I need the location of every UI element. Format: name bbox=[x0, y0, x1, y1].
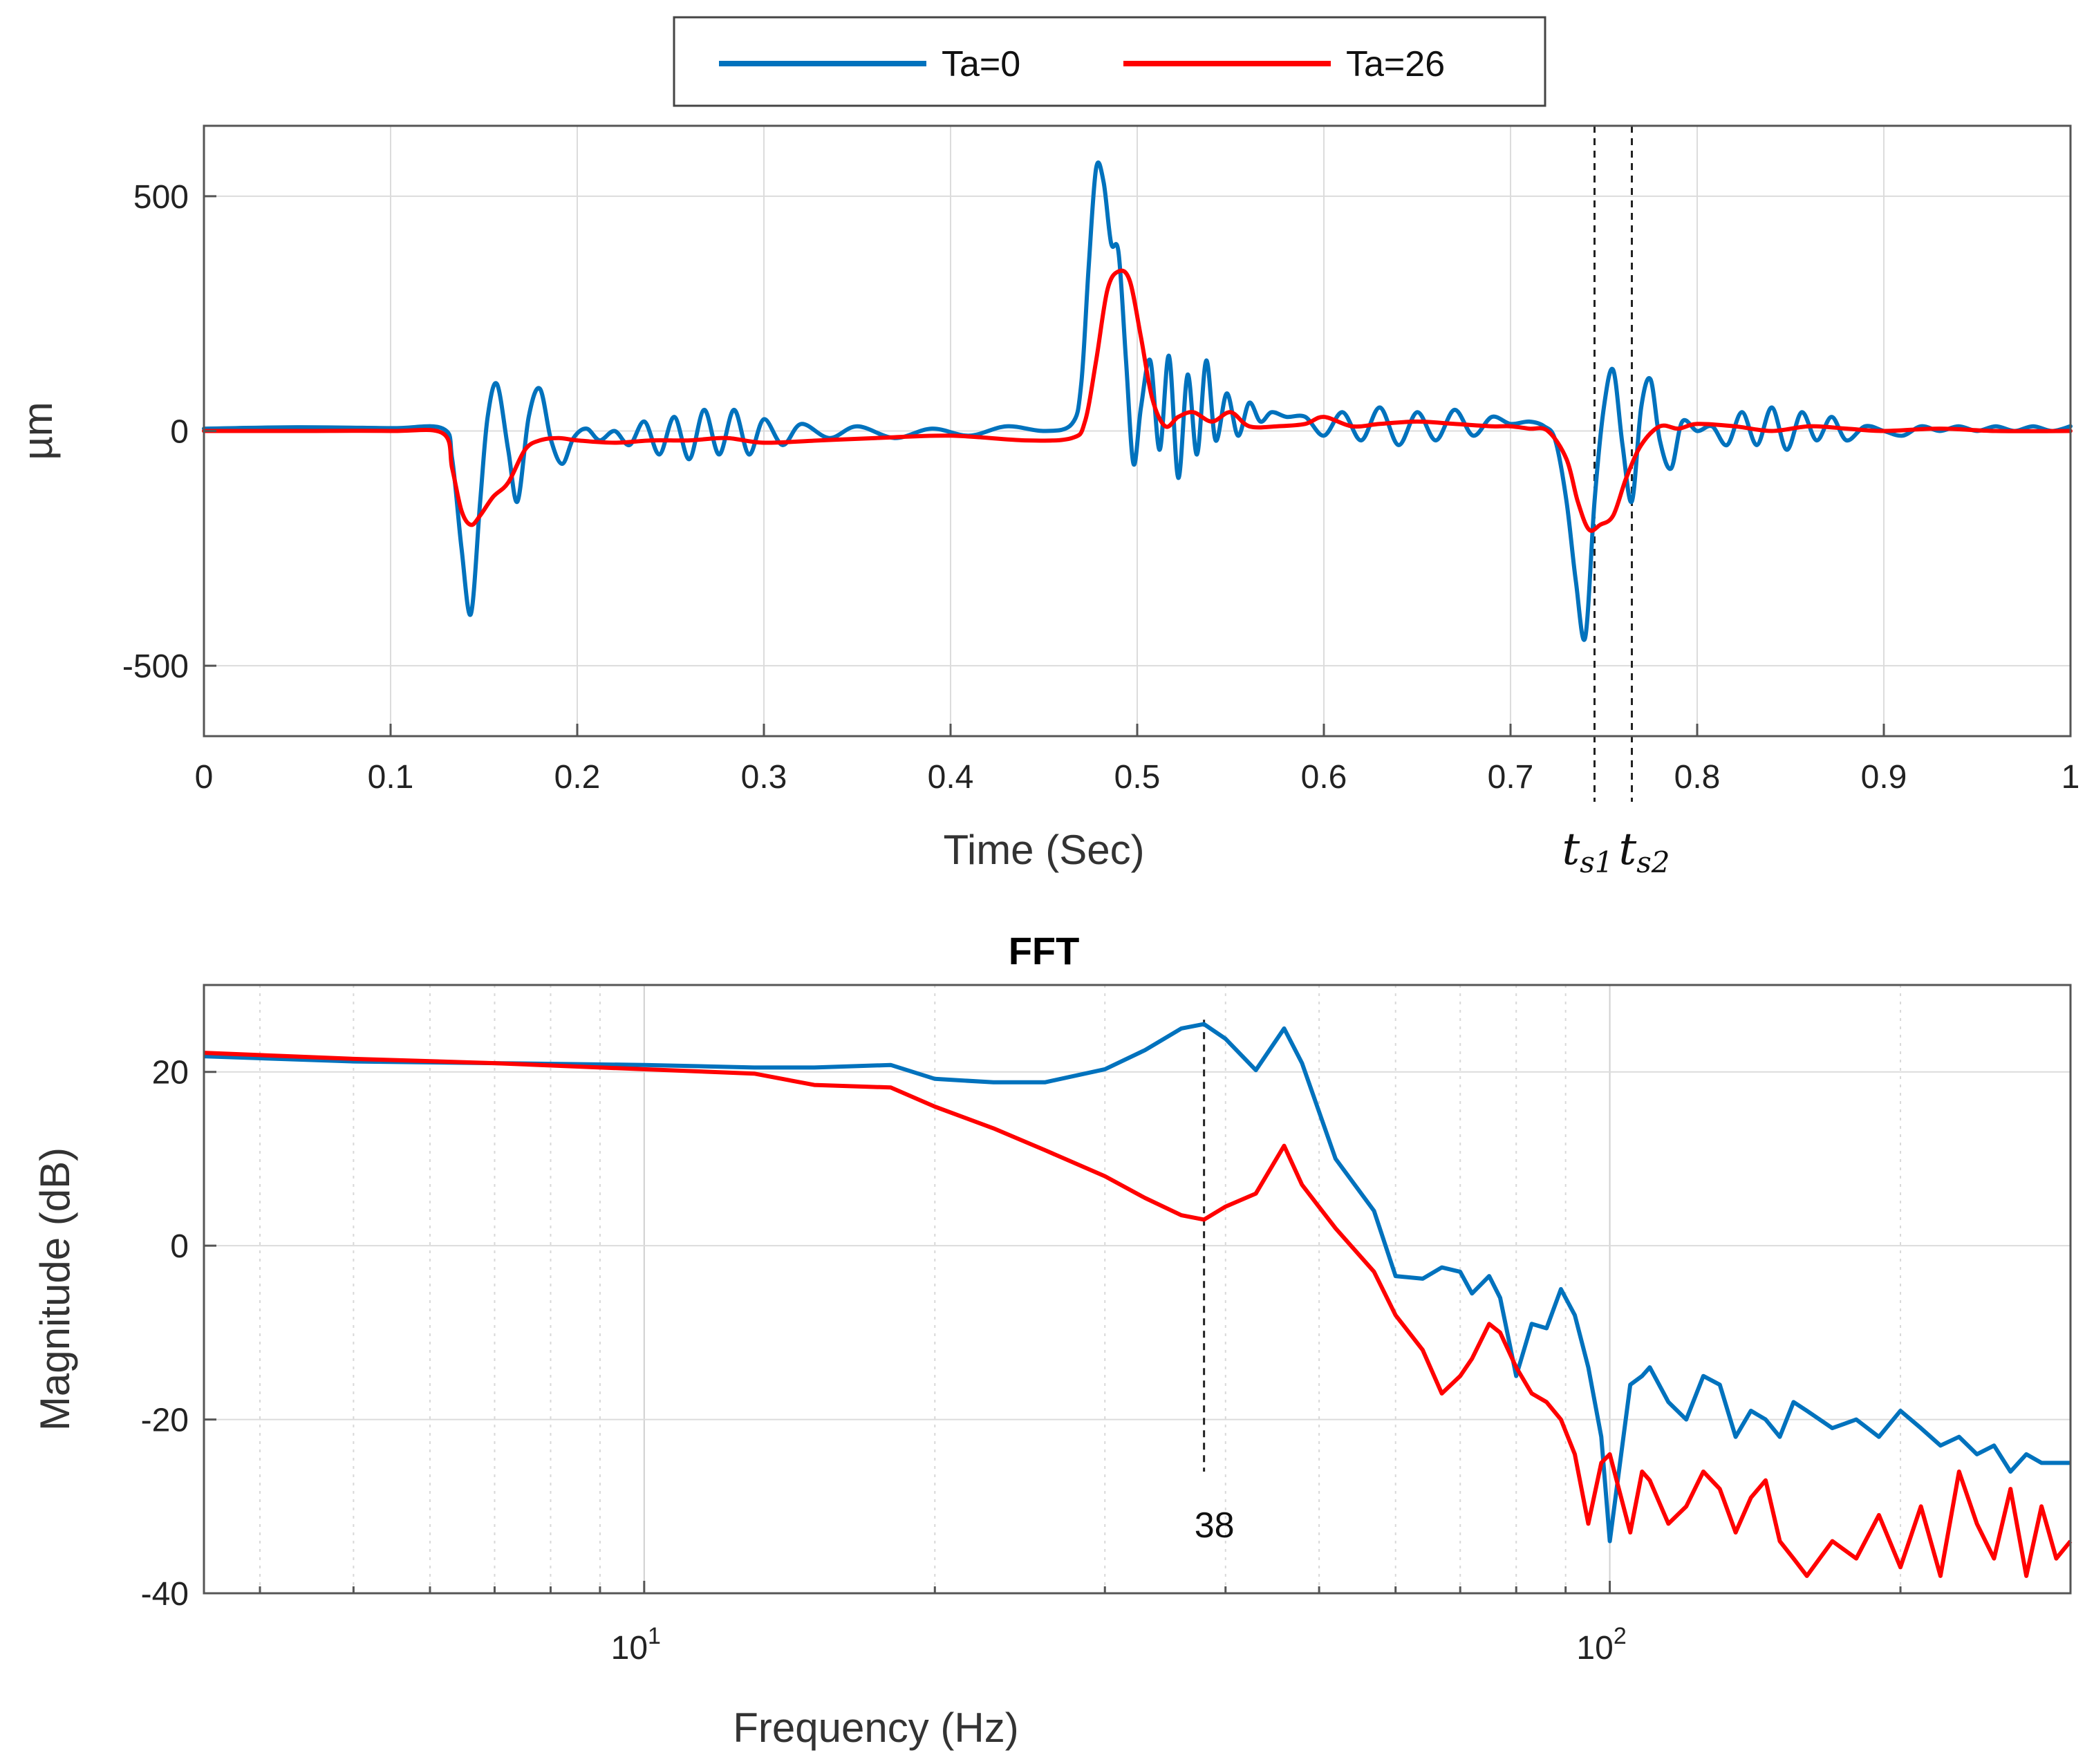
time-axes: 0 0.1 0.2 0.3 0.4 0.5 0.6 0.7 0.8 0.9 1 -500 0 500 T… bbox=[15, 124, 2080, 879]
fft-title: FFT bbox=[1009, 929, 1080, 973]
fft-y-ticks: -40 -20 0 20 bbox=[141, 1055, 216, 1613]
time-x-tick-label: 0.6 bbox=[1301, 759, 1347, 796]
time-x-tick-label: 0.5 bbox=[1114, 759, 1161, 796]
fft-plot-frame bbox=[203, 984, 2072, 1595]
time-y-ticks: -500 0 500 bbox=[122, 179, 216, 685]
marker-subscript: s1 bbox=[1580, 845, 1613, 879]
time-x-tick-label: 0.1 bbox=[368, 759, 414, 796]
time-marker-label-s1: ts1 bbox=[1562, 824, 1614, 879]
fft-y-axis-label: Magnitude (dB) bbox=[32, 1147, 78, 1431]
time-x-ticks: 0 0.1 0.2 0.3 0.4 0.5 0.6 0.7 0.8 0.9 1 bbox=[195, 724, 2080, 796]
fft-annotation-label: 38 bbox=[1195, 1505, 1235, 1546]
fft-y-tick-label: 0 bbox=[170, 1228, 189, 1265]
time-y-axis-label: µm bbox=[15, 402, 61, 460]
time-x-tick-label: 0.7 bbox=[1488, 759, 1534, 796]
time-x-tick-label: 0.4 bbox=[928, 759, 974, 796]
fft-grid bbox=[204, 985, 2070, 1593]
marker-symbol: t bbox=[1619, 824, 1637, 875]
fft-series bbox=[203, 1022, 2073, 1578]
time-x-tick-label: 0.9 bbox=[1861, 759, 1907, 796]
time-x-tick-label: 1 bbox=[2062, 759, 2080, 796]
time-series-line-ta26 bbox=[202, 268, 2073, 533]
time-x-tick-label: 0.8 bbox=[1674, 759, 1721, 796]
tick-base: 10 bbox=[1576, 1630, 1613, 1667]
tick-base: 10 bbox=[611, 1630, 648, 1667]
fft-y-tick-label: 20 bbox=[152, 1055, 189, 1091]
time-x-axis-label: Time (Sec) bbox=[943, 827, 1144, 873]
fft-x-ticks: 101 102 bbox=[259, 1581, 1902, 1667]
fft-annotation: 38 bbox=[1195, 1020, 1235, 1546]
fft-y-tick-label: -20 bbox=[141, 1402, 189, 1439]
fft-x-tick-label: 101 bbox=[611, 1623, 661, 1667]
tick-exponent: 1 bbox=[648, 1623, 661, 1649]
time-y-tick-label: 500 bbox=[133, 179, 189, 216]
time-x-tick-label: 0.2 bbox=[554, 759, 601, 796]
time-series bbox=[202, 160, 2073, 642]
marker-subscript: s2 bbox=[1636, 845, 1670, 879]
time-marker-labels: ts1 ts2 bbox=[1562, 824, 1670, 879]
fft-x-axis-label: Frequency (Hz) bbox=[733, 1705, 1018, 1751]
fft-x-tick-label: 102 bbox=[1576, 1623, 1626, 1667]
time-y-tick-label: -500 bbox=[122, 648, 189, 685]
legend-label-ta26: Ta=26 bbox=[1346, 44, 1445, 84]
legend-label-ta0: Ta=0 bbox=[942, 44, 1020, 84]
legend: Ta=0 Ta=26 bbox=[673, 16, 1546, 107]
time-x-tick-label: 0 bbox=[195, 759, 214, 796]
fft-y-tick-label: -40 bbox=[141, 1576, 189, 1613]
fft-series-line-ta26 bbox=[203, 1051, 2073, 1578]
fft-series-line-ta0 bbox=[203, 1022, 2070, 1544]
time-x-tick-label: 0.3 bbox=[741, 759, 787, 796]
time-marker-label-s2: ts2 bbox=[1619, 824, 1670, 879]
tick-exponent: 2 bbox=[1614, 1623, 1627, 1649]
marker-symbol: t bbox=[1562, 824, 1580, 875]
time-y-tick-label: 0 bbox=[170, 414, 189, 451]
